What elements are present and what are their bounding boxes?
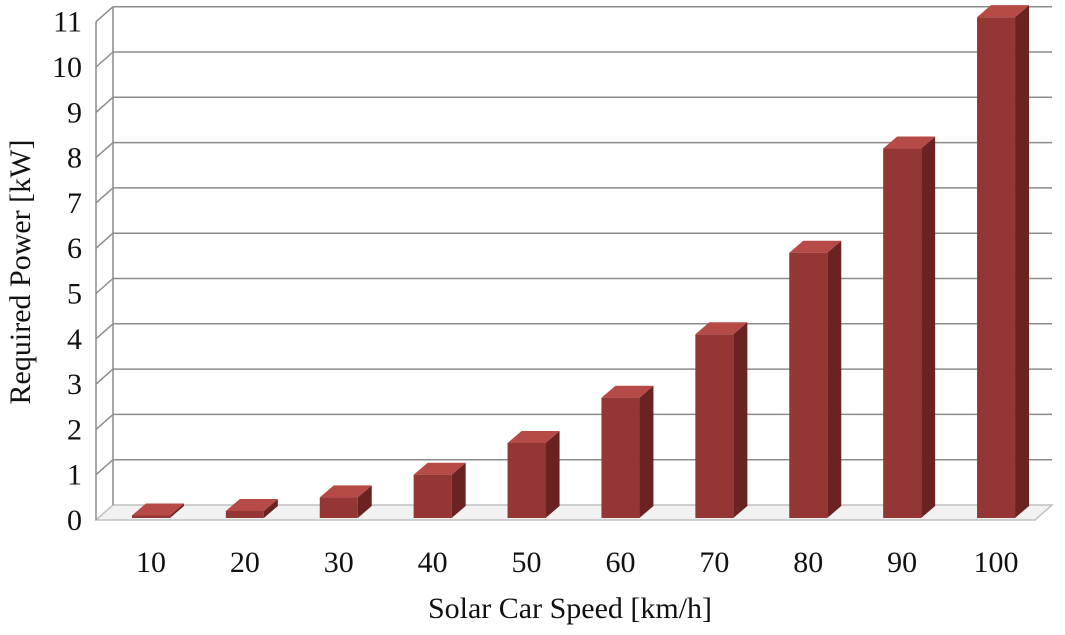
gridline-side [95,413,114,430]
bar [319,485,372,518]
y-tick-label: 2 [67,413,82,446]
y-tick-label: 3 [67,368,82,401]
gridline-side [95,232,114,249]
bar-top [131,503,184,516]
y-tick-label: 10 [52,51,82,84]
x-tick-label: 40 [418,546,448,579]
x-tick-label: 20 [230,546,260,579]
bar-front [695,334,734,518]
bar-side [263,498,278,518]
x-tick-label: 50 [512,546,542,579]
bar-top [695,322,748,335]
y-tick-label: 1 [67,459,82,492]
bar-top [601,385,654,398]
bar [131,503,184,518]
bar-side [545,430,560,518]
bar-top [413,462,466,475]
bar-side [639,385,654,518]
bar-top [977,5,1030,18]
y-tick-label: 11 [53,6,82,39]
y-tick-label: 7 [67,187,82,220]
x-axis-title: Solar Car Speed [km/h] [428,592,712,625]
bar-side [733,322,748,518]
bar-top [789,240,842,253]
bar-front [319,497,358,518]
gridline-side [95,96,114,113]
bar-side [451,462,466,518]
x-tick-label: 80 [793,546,823,579]
bar-side [1015,5,1030,519]
bar-front [789,252,828,519]
bars-layer [131,5,1030,519]
bar-top [319,485,372,498]
x-axis-ticks: 10 20 30 40 50 60 70 80 90 100 [136,546,1019,579]
y-tick-label: 9 [67,96,82,129]
x-tick-label: 100 [974,546,1019,579]
bar-side [921,136,936,519]
bar [789,240,842,519]
gridline-side [95,323,114,340]
bar [507,430,560,518]
bar-top [225,498,278,511]
y-axis-ticks: 0 1 2 3 4 5 6 7 8 9 10 11 [52,6,82,537]
bar [695,322,748,518]
x-tick-label: 30 [324,546,354,579]
bar-front [413,474,452,518]
bar [977,5,1030,519]
bar-front [601,397,640,518]
y-tick-label: 6 [67,232,82,265]
bar-front [225,510,264,518]
bar [413,462,466,518]
bar-side [357,485,372,518]
x-tick-label: 10 [136,546,166,579]
x-tick-label: 90 [887,546,917,579]
y-axis-title: Required Power [kW] [4,140,37,405]
gridline-side [95,368,114,385]
gridline-side [95,277,114,295]
gridline-side [95,142,114,159]
y-tick-label: 0 [67,504,82,537]
bar [601,385,654,518]
bar-front [507,442,546,518]
bar-front [131,515,170,518]
bar-side [169,503,184,518]
gridline-side [95,51,114,68]
x-tick-label: 70 [699,546,729,579]
gridline-side [95,6,114,23]
bar [883,136,936,519]
y-tick-label: 4 [67,323,82,356]
gridline-side [95,187,114,204]
bar-top [883,136,936,149]
bar-front [977,17,1016,518]
bar-top [507,430,560,443]
bar [225,498,278,518]
y-tick-label: 8 [67,142,82,175]
y-tick-label: 5 [67,278,82,311]
x-tick-label: 60 [605,546,635,579]
gridline-side [95,459,114,476]
bar-side [827,240,842,519]
bar-front [883,148,922,519]
